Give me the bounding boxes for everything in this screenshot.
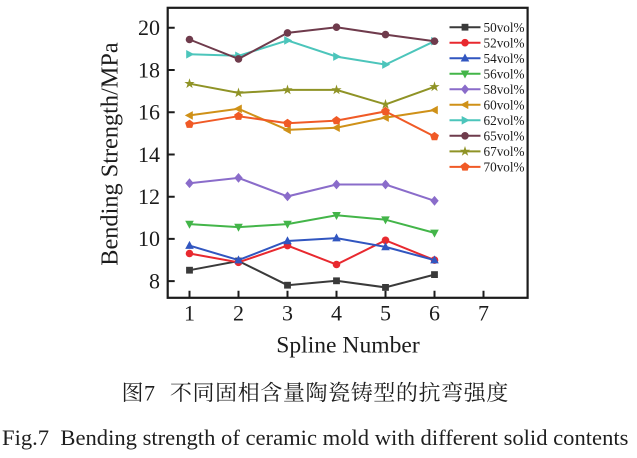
- svg-text:5: 5: [380, 301, 391, 326]
- svg-text:7: 7: [478, 301, 489, 326]
- svg-text:Bending Strength/MPa: Bending Strength/MPa: [97, 42, 124, 266]
- svg-text:3: 3: [282, 301, 293, 326]
- svg-text:1: 1: [184, 301, 195, 326]
- svg-text:50vol%: 50vol%: [484, 20, 525, 35]
- svg-text:2: 2: [233, 301, 244, 326]
- svg-text:58vol%: 58vol%: [484, 82, 525, 97]
- svg-text:65vol%: 65vol%: [484, 129, 525, 144]
- svg-text:70vol%: 70vol%: [484, 160, 525, 175]
- svg-text:54vol%: 54vol%: [484, 51, 525, 66]
- svg-text:6: 6: [429, 301, 440, 326]
- svg-text:7: 7: [144, 380, 155, 405]
- svg-text:60vol%: 60vol%: [484, 98, 525, 113]
- svg-text:52vol%: 52vol%: [484, 35, 525, 50]
- svg-text:Spline Number: Spline Number: [276, 333, 420, 359]
- svg-text:62vol%: 62vol%: [484, 113, 525, 128]
- svg-text:67vol%: 67vol%: [484, 144, 525, 159]
- svg-text:10: 10: [138, 226, 160, 251]
- svg-text:8: 8: [149, 268, 160, 293]
- svg-text:20: 20: [138, 15, 160, 40]
- svg-text:18: 18: [138, 57, 160, 82]
- svg-text:Fig.7 Bending strength of cer: Fig.7 Bending strength of ceramic mold w…: [2, 425, 628, 450]
- svg-text:56vol%: 56vol%: [484, 67, 525, 82]
- svg-text:16: 16: [138, 100, 160, 125]
- svg-text:14: 14: [138, 142, 160, 167]
- svg-text:4: 4: [331, 301, 342, 326]
- svg-text:12: 12: [138, 184, 160, 209]
